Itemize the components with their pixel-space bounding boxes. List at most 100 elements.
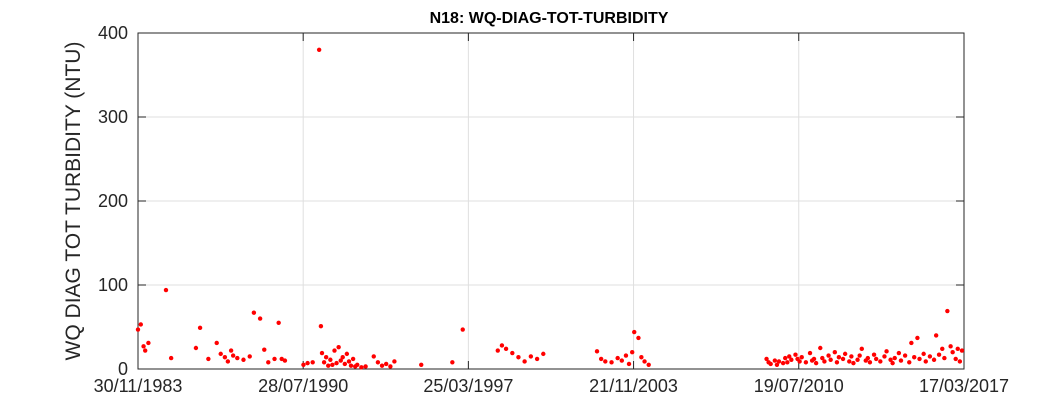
data-point xyxy=(146,340,151,346)
data-point xyxy=(822,359,827,364)
data-point xyxy=(898,358,904,363)
data-point xyxy=(379,363,385,368)
data-point xyxy=(460,327,465,332)
data-point xyxy=(923,359,928,364)
data-point xyxy=(803,360,809,365)
data-point xyxy=(516,355,521,360)
data-point xyxy=(646,362,651,367)
data-point xyxy=(142,348,148,353)
data-point xyxy=(776,359,782,364)
data-point xyxy=(639,355,644,360)
x-tick-label: 25/03/1997 xyxy=(423,376,513,396)
data-point xyxy=(218,351,223,357)
data-point xyxy=(282,358,288,363)
data-point xyxy=(933,333,939,338)
data-point xyxy=(764,356,769,362)
data-point xyxy=(355,362,360,367)
data-point xyxy=(813,360,819,366)
data-point xyxy=(783,355,788,361)
data-point xyxy=(272,356,277,362)
data-point xyxy=(797,359,802,364)
data-point xyxy=(865,355,871,361)
y-tick-label: 300 xyxy=(98,107,128,127)
data-point xyxy=(936,352,942,357)
data-point xyxy=(528,354,534,359)
data-point xyxy=(350,356,356,362)
data-point xyxy=(907,360,912,365)
data-point xyxy=(623,353,629,358)
data-point xyxy=(847,359,852,364)
data-point xyxy=(344,351,350,357)
data-point xyxy=(826,353,831,358)
data-point xyxy=(163,287,169,293)
data-point xyxy=(842,351,848,357)
data-point xyxy=(594,349,600,354)
data-point xyxy=(363,364,368,369)
data-point xyxy=(632,329,637,335)
data-point xyxy=(495,348,500,353)
data-point xyxy=(257,316,263,321)
data-point xyxy=(851,360,856,366)
data-point xyxy=(247,354,252,359)
data-point xyxy=(375,360,381,365)
data-point xyxy=(774,362,780,367)
data-point xyxy=(789,357,794,362)
data-point xyxy=(917,356,922,362)
data-point xyxy=(251,310,257,315)
x-tick-label: 28/07/1990 xyxy=(258,376,348,396)
data-point xyxy=(768,361,773,367)
data-point xyxy=(867,360,873,365)
data-point xyxy=(262,347,267,352)
data-point xyxy=(859,346,864,352)
data-point xyxy=(193,345,199,351)
data-point xyxy=(388,364,393,369)
data-point xyxy=(230,353,236,358)
data-point xyxy=(772,358,778,363)
data-point xyxy=(630,350,635,355)
data-point xyxy=(328,357,333,362)
data-point xyxy=(921,351,926,357)
data-point xyxy=(950,350,955,355)
data-point xyxy=(636,335,641,341)
data-point xyxy=(276,320,281,325)
data-point xyxy=(836,355,842,360)
data-point xyxy=(871,352,877,357)
data-point xyxy=(348,363,354,368)
data-point xyxy=(840,356,846,362)
data-point xyxy=(948,344,953,349)
data-point xyxy=(942,355,947,361)
data-point xyxy=(902,353,908,358)
grid-lines xyxy=(138,33,964,369)
data-point xyxy=(450,360,455,365)
data-point xyxy=(857,353,862,358)
y-tick-label: 200 xyxy=(98,191,128,211)
data-point xyxy=(235,355,240,361)
data-point xyxy=(310,360,315,365)
data-point xyxy=(799,355,804,360)
data-point xyxy=(338,358,343,363)
data-point xyxy=(334,360,339,366)
data-point xyxy=(342,361,348,367)
data-point xyxy=(787,354,792,359)
data-point xyxy=(927,354,933,359)
data-point xyxy=(912,355,917,360)
data-point xyxy=(222,355,228,360)
data-point xyxy=(888,357,893,362)
data-point xyxy=(319,350,325,356)
data-point xyxy=(228,348,234,353)
data-point xyxy=(931,357,937,362)
data-point xyxy=(359,365,364,370)
data-point xyxy=(955,346,960,352)
data-point xyxy=(371,354,376,359)
data-point xyxy=(206,356,211,362)
data-point xyxy=(598,356,604,362)
data-point xyxy=(959,348,965,353)
data-point xyxy=(834,360,840,365)
data-point xyxy=(340,355,345,360)
data-point xyxy=(882,354,887,359)
data-point xyxy=(318,323,324,329)
data-point xyxy=(603,359,608,364)
data-point xyxy=(855,357,860,362)
data-point xyxy=(793,352,798,357)
